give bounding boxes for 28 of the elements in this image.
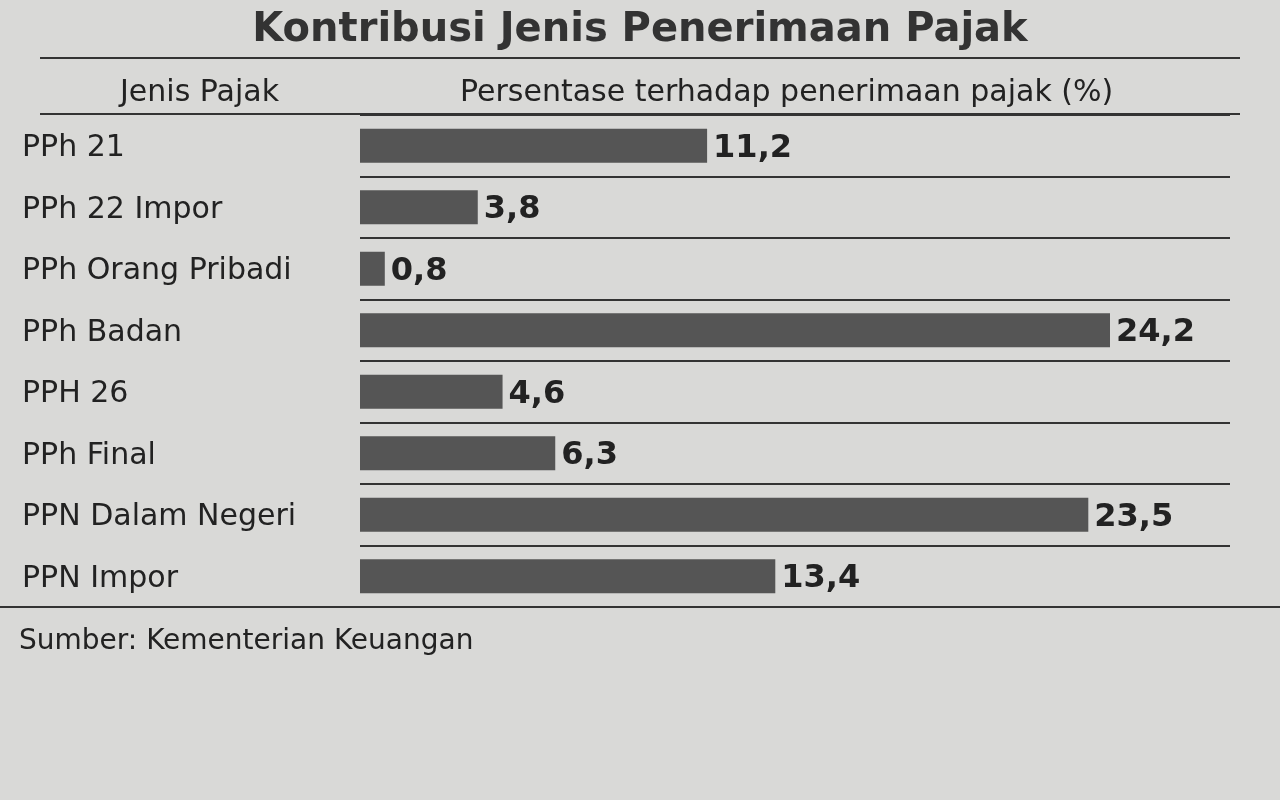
- bar: [360, 436, 556, 471]
- data-label: 4,6: [508, 372, 566, 411]
- data-label: 24,2: [1116, 311, 1195, 350]
- bar: [360, 497, 1089, 532]
- data-label: 11,2: [713, 126, 793, 165]
- y-tick-label: PPh Orang Pribadi: [22, 251, 292, 287]
- y-tick-label: PPN Dalam Negeri: [22, 497, 297, 533]
- y-tick-label: PPH 26: [22, 374, 129, 410]
- data-label: 6,3: [561, 434, 618, 473]
- y-axis-title: Jenis Pajak: [118, 72, 280, 108]
- bar: [360, 559, 776, 594]
- y-tick-label: PPN Impor: [22, 558, 179, 594]
- text: Sumber: Kementerian Keuangan: [19, 622, 474, 656]
- y-tick-label: PPh 22 Impor: [22, 189, 223, 225]
- bar: [360, 374, 503, 409]
- bar: [360, 313, 1110, 348]
- y-tick-label: PPh Badan: [22, 312, 183, 348]
- x-axis-title: Persentase terhadap penerimaan pajak (%): [460, 72, 1114, 108]
- y-tick-label: PPh Final: [22, 435, 156, 471]
- chart-title: Kontribusi Jenis Penerimaan Pajak: [252, 4, 1030, 50]
- y-tick-label: PPh 21: [22, 128, 125, 164]
- data-label: 23,5: [1094, 495, 1174, 534]
- bar: [360, 190, 478, 225]
- bar: [360, 128, 708, 163]
- data-label: 3,8: [483, 188, 541, 227]
- data-label: 0,8: [390, 249, 448, 288]
- data-label: 13,4: [781, 557, 861, 596]
- bar: [360, 251, 385, 286]
